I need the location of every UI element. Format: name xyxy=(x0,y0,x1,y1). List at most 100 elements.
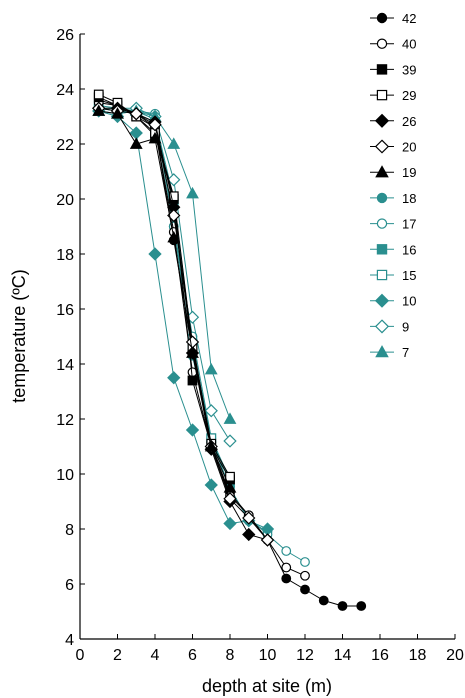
legend-item: 10 xyxy=(370,293,416,309)
data-point xyxy=(242,527,256,542)
legend: 42 40 39 29 26 20 19 18 17 16 15 10 9 7 xyxy=(370,11,416,360)
data-point xyxy=(223,516,237,531)
data-point xyxy=(167,371,181,385)
legend-label: 42 xyxy=(402,11,416,26)
legend-marker xyxy=(376,244,388,255)
data-point xyxy=(186,346,199,358)
legend-item: 15 xyxy=(370,268,416,283)
legend-item: 20 xyxy=(370,139,416,155)
y-tick-label: 26 xyxy=(56,27,74,44)
legend-marker xyxy=(376,38,388,49)
series-line xyxy=(98,110,231,489)
data-point xyxy=(187,375,198,386)
data-point xyxy=(93,89,104,100)
series-line xyxy=(98,107,268,533)
y-tick-label: 12 xyxy=(56,412,74,429)
legend-item: 40 xyxy=(370,37,416,52)
series-7 xyxy=(92,104,237,424)
series-line xyxy=(98,102,306,577)
data-point xyxy=(223,434,237,448)
y-tick-label: 20 xyxy=(56,192,74,209)
data-point xyxy=(92,104,106,116)
data-point xyxy=(167,173,181,187)
legend-label: 20 xyxy=(402,140,416,155)
legend-label: 26 xyxy=(402,114,416,129)
legend-item: 29 xyxy=(370,88,416,103)
legend-item: 7 xyxy=(370,345,409,360)
series-line xyxy=(98,110,306,563)
legend-marker xyxy=(376,12,388,24)
legend-item: 42 xyxy=(370,11,416,26)
legend-marker xyxy=(376,269,388,281)
y-tick-label: 24 xyxy=(56,82,74,99)
data-point xyxy=(300,570,310,581)
series-16 xyxy=(93,103,235,488)
data-point xyxy=(318,595,329,606)
data-point xyxy=(242,511,256,525)
series-layer xyxy=(92,89,367,611)
data-point xyxy=(129,137,143,149)
y-tick-label: 14 xyxy=(56,357,74,374)
legend-label: 17 xyxy=(402,217,416,232)
legend-marker xyxy=(374,113,390,128)
data-point xyxy=(129,107,143,121)
legend-label: 16 xyxy=(402,242,416,257)
series-40 xyxy=(93,97,310,581)
legend-label: 9 xyxy=(402,319,409,334)
y-tick-label: 22 xyxy=(56,137,74,154)
series-line xyxy=(98,107,268,541)
legend-marker xyxy=(374,319,390,334)
series-9 xyxy=(92,101,237,448)
legend-label: 19 xyxy=(402,165,416,180)
data-point xyxy=(204,439,218,452)
x-tick-label: 18 xyxy=(409,647,427,664)
data-point xyxy=(111,107,124,119)
series-39 xyxy=(93,92,235,485)
x-tick-label: 0 xyxy=(76,647,85,664)
series-line xyxy=(98,107,268,541)
series-15 xyxy=(93,100,235,485)
legend-marker xyxy=(374,293,390,308)
series-42 xyxy=(93,95,367,611)
y-tick-label: 8 xyxy=(65,522,74,539)
x-tick-label: 10 xyxy=(259,647,277,664)
y-tick-label: 18 xyxy=(56,247,74,264)
legend-label: 15 xyxy=(402,268,416,283)
data-point xyxy=(356,601,367,611)
data-point xyxy=(167,208,181,223)
y-tick-label: 10 xyxy=(56,467,74,484)
legend-marker xyxy=(376,89,388,101)
legend-label: 40 xyxy=(402,37,416,52)
y-axis-label: temperature (ºC) xyxy=(9,269,29,403)
legend-marker xyxy=(376,218,388,229)
legend-item: 17 xyxy=(370,217,416,232)
data-point xyxy=(204,362,218,375)
data-point xyxy=(148,131,162,144)
legend-item: 39 xyxy=(370,62,416,77)
series-line xyxy=(98,94,231,478)
data-point xyxy=(167,230,181,243)
data-point xyxy=(167,137,181,149)
legend-label: 10 xyxy=(402,294,416,309)
legend-marker xyxy=(374,139,390,154)
legend-marker xyxy=(375,165,389,178)
data-point xyxy=(185,423,200,437)
legend-marker xyxy=(375,345,389,358)
data-point xyxy=(225,471,235,482)
legend-label: 7 xyxy=(402,345,409,360)
data-point xyxy=(148,118,162,132)
series-17 xyxy=(93,106,310,567)
x-tick-label: 4 xyxy=(151,647,160,664)
y-tick-label: 6 xyxy=(65,577,74,594)
data-point xyxy=(223,412,237,424)
data-point xyxy=(204,404,218,418)
series-line xyxy=(98,96,231,480)
series-19 xyxy=(92,104,237,493)
x-tick-label: 2 xyxy=(113,647,122,664)
legend-marker xyxy=(376,192,388,204)
data-point xyxy=(148,247,162,261)
data-point xyxy=(204,478,218,492)
data-point xyxy=(223,481,237,493)
legend-item: 19 xyxy=(370,165,416,180)
